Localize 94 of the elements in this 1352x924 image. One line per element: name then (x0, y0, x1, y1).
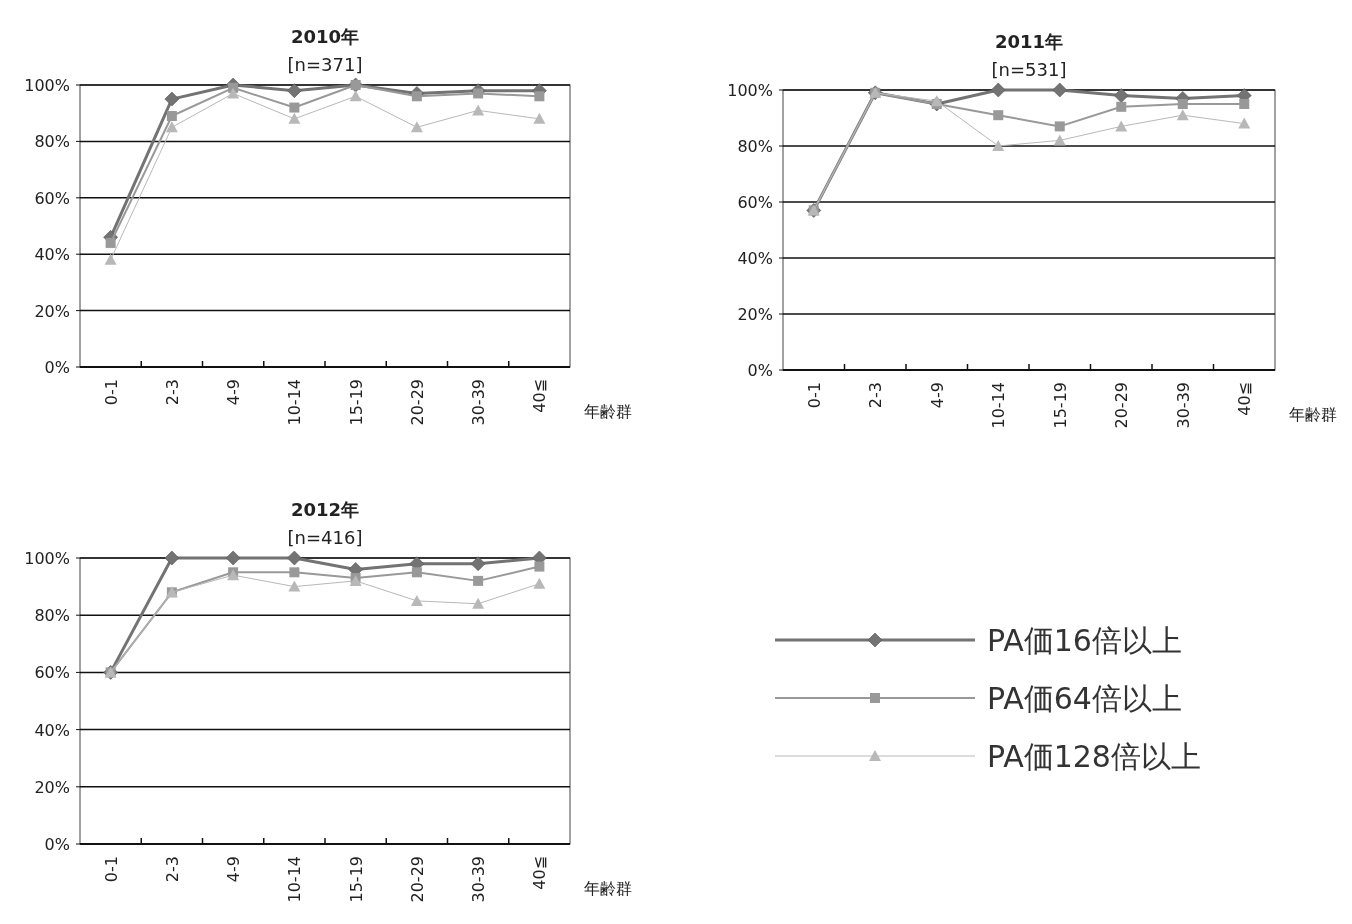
x-tick-label: 4-9 (927, 382, 947, 409)
point (1238, 117, 1251, 129)
point (1177, 99, 1188, 109)
x-tick-label: 10-14 (285, 379, 305, 426)
y-tick-label: 60% (737, 193, 773, 212)
point (289, 567, 300, 578)
y-tick-label: 60% (34, 663, 70, 683)
point (166, 111, 177, 122)
point (990, 82, 1006, 98)
point (410, 594, 423, 606)
x-tick-label: 0-1 (101, 379, 121, 406)
point (1113, 88, 1129, 103)
x-tick-label: 4-9 (224, 856, 244, 883)
x-axis-title: 年齢群 (584, 879, 632, 898)
x-tick-label: 15-19 (346, 379, 366, 426)
point (225, 550, 241, 566)
y-tick-label: 0% (44, 358, 70, 377)
x-tick-label: 10-14 (285, 856, 305, 903)
point (104, 253, 117, 265)
point (227, 87, 240, 99)
point (165, 121, 178, 133)
point (992, 140, 1005, 151)
point (533, 112, 546, 124)
point (470, 556, 486, 572)
x-tick-label: 40≦ (530, 856, 550, 890)
point (287, 550, 302, 566)
x-tick-label: 30-39 (469, 379, 489, 426)
point (164, 550, 180, 566)
point (288, 580, 301, 592)
point (289, 102, 300, 113)
chart-title: 2010年 (290, 26, 360, 47)
chart-subtitle: [n=531] (991, 59, 1067, 80)
point (287, 83, 302, 98)
point (472, 597, 485, 609)
chart-title: 2012年 (290, 499, 360, 520)
x-tick-label: 15-19 (346, 856, 366, 903)
point (164, 91, 180, 107)
chart-title: 2011年 (994, 31, 1064, 52)
x-tick-label: 4-9 (224, 379, 244, 406)
point (472, 104, 485, 116)
point (1052, 82, 1068, 98)
y-tick-label: 80% (34, 132, 70, 152)
chart-subtitle: [n=371] (287, 54, 363, 75)
point (410, 121, 423, 133)
point (1176, 109, 1189, 121)
point (1053, 134, 1066, 146)
point (411, 567, 422, 578)
y-tick-label: 60% (34, 188, 70, 208)
point (1116, 101, 1127, 112)
y-tick-label: 20% (737, 305, 773, 324)
x-axis-title: 年齢群 (1289, 405, 1337, 424)
point (288, 112, 301, 124)
x-tick-label: 20-29 (407, 856, 427, 903)
y-tick-label: 20% (34, 777, 70, 797)
point (105, 237, 116, 248)
y-tick-label: 100% (727, 81, 773, 100)
y-tick-label: 100% (24, 549, 70, 568)
y-tick-label: 40% (737, 249, 773, 268)
x-tick-label: 30-39 (1173, 382, 1193, 429)
y-tick-label: 40% (34, 720, 70, 740)
point (534, 561, 545, 572)
x-tick-label: 2-3 (866, 382, 886, 409)
chart-subtitle: [n=416] (287, 527, 363, 548)
x-tick-label: 2-3 (162, 379, 182, 406)
point (993, 110, 1004, 121)
legend: PA価16倍以上 PA価64倍以上 PA価128倍以上 (774, 623, 1201, 774)
x-tick-label: 0-1 (101, 856, 121, 883)
point (534, 91, 545, 102)
point (533, 577, 546, 589)
x-tick-label: 20-29 (1112, 382, 1132, 429)
y-tick-label: 80% (737, 137, 773, 156)
x-tick-label: 10-14 (989, 382, 1009, 429)
point (1115, 120, 1128, 132)
x-tick-label: 40≦ (1235, 382, 1255, 416)
x-tick-label: 40≦ (530, 379, 550, 413)
point (411, 91, 422, 102)
y-tick-label: 40% (34, 245, 70, 265)
x-tick-label: 2-3 (162, 856, 182, 883)
x-tick-label: 30-39 (469, 856, 489, 903)
point (473, 575, 484, 586)
point (1054, 121, 1065, 132)
y-tick-label: 0% (747, 361, 773, 380)
y-tick-label: 80% (34, 606, 70, 626)
x-tick-label: 15-19 (1050, 382, 1070, 429)
point (473, 88, 484, 99)
point (349, 90, 362, 102)
point (1239, 99, 1250, 109)
y-tick-label: 20% (34, 301, 70, 321)
x-tick-label: 20-29 (407, 379, 427, 426)
y-tick-label: 0% (44, 835, 70, 854)
y-tick-label: 100% (24, 76, 70, 95)
x-tick-label: 0-1 (804, 382, 824, 409)
point (930, 95, 943, 107)
x-axis-title: 年齢群 (584, 402, 632, 421)
